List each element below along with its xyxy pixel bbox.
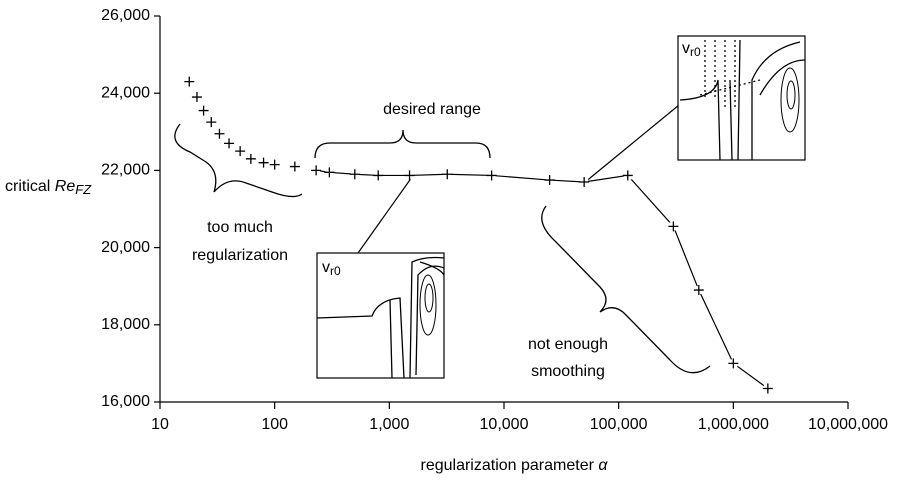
x-tick-label: 10 [151,416,169,433]
marker [693,285,704,296]
x-tick-label: 100,000 [590,416,648,433]
y-tick-label: 16,000 [101,393,150,410]
marker [544,175,555,186]
marker [762,383,773,394]
marker [235,146,246,157]
x-tick-label: 1,000 [369,416,409,433]
marker [224,138,235,149]
marker [214,128,225,139]
marker [206,117,217,128]
y-tick-label: 24,000 [101,84,150,101]
inset: vr0 [316,252,445,379]
connector [583,104,680,184]
marker [579,176,590,187]
brace [541,205,711,374]
marker [258,157,269,168]
marker [373,170,384,181]
marker [349,169,360,180]
marker [324,167,335,178]
inset-label: vr0 [682,40,701,59]
marker [198,105,209,116]
marker [622,170,633,181]
x-tick-label: 1,000,000 [698,416,769,433]
y-tick-label: 26,000 [101,7,150,24]
x-axis-label: regularization parameter α [421,457,609,474]
inset-label: vr0 [322,259,341,278]
marker [668,221,679,232]
y-tick-label: 18,000 [101,316,150,333]
annotation: too much [207,219,273,236]
x-tick-label: 100 [261,416,288,433]
annotation: desired range [383,101,481,118]
connector [357,176,413,254]
annotation: smoothing [531,363,605,380]
marker [245,153,256,164]
brace [314,129,491,159]
marker [404,170,415,181]
y-tick-label: 22,000 [101,162,150,179]
inset: vr0 [677,35,806,161]
x-tick-label: 10,000,000 [808,416,888,433]
y-tick-label: 20,000 [101,239,150,256]
annotation: not enough [528,336,608,353]
marker [184,76,195,87]
marker [269,159,280,170]
marker [191,92,202,103]
marker [486,170,497,181]
x-tick-label: 10,000 [480,416,529,433]
brace [174,123,303,198]
y-axis-label: critical ReFZ [5,178,92,197]
annotation: regularization [192,247,288,264]
marker [311,165,322,176]
marker [728,358,739,369]
marker [442,169,453,180]
marker [289,161,300,172]
